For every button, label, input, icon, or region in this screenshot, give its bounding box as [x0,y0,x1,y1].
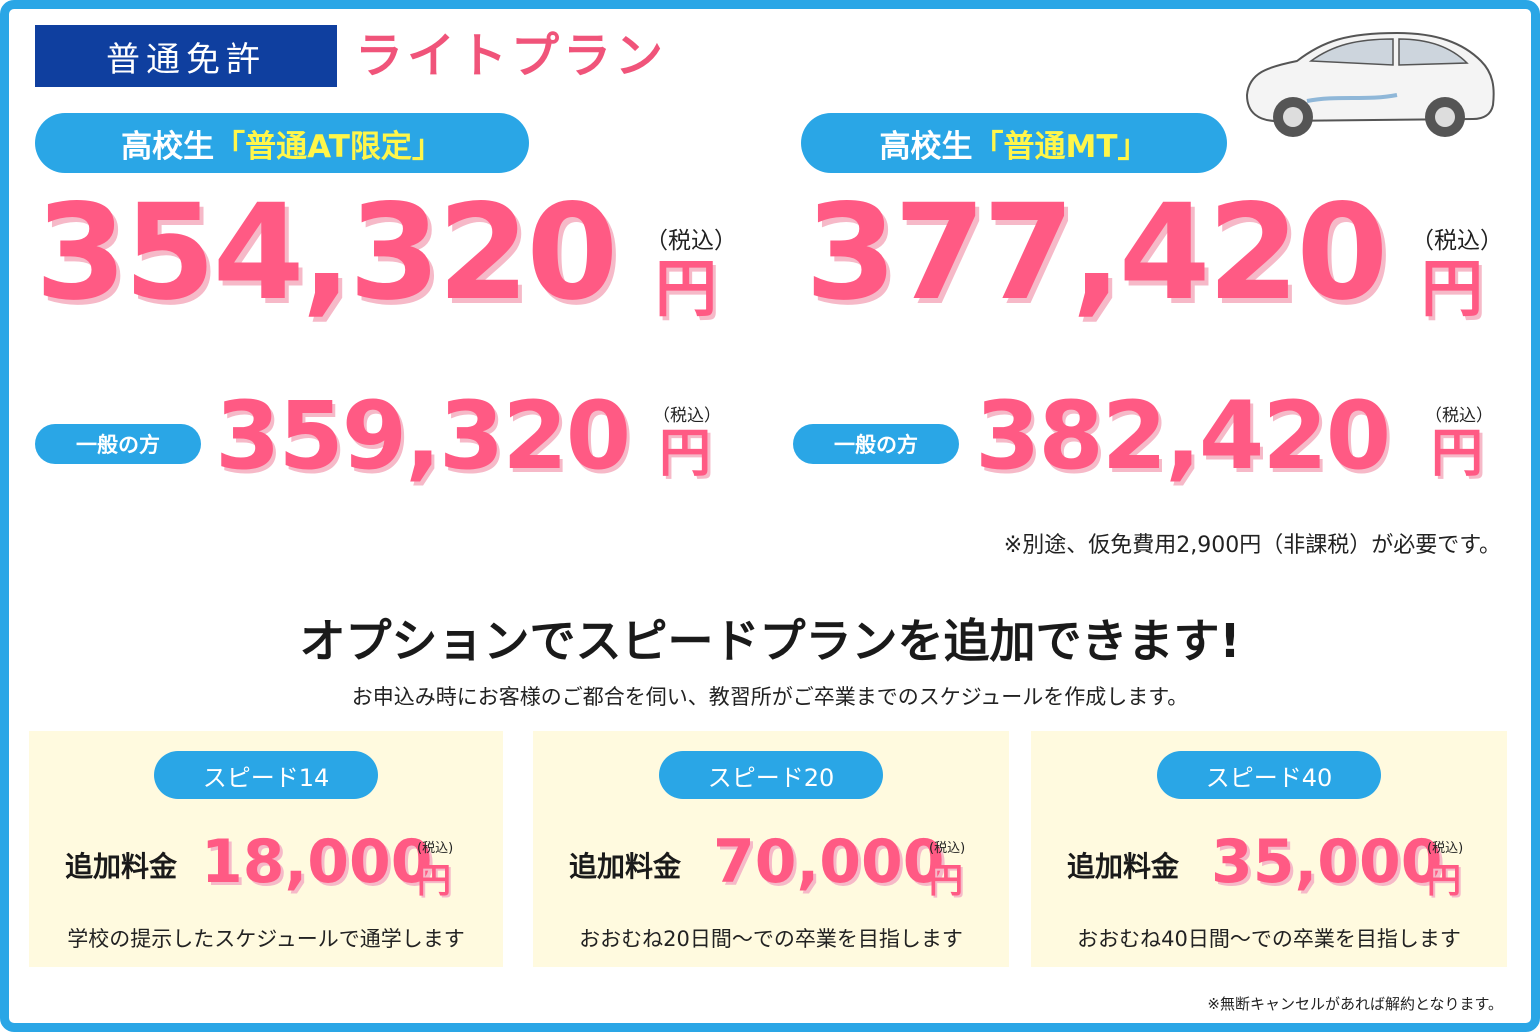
speed-plan-description: おおむね20日間～での卒業を目指します [579,927,963,951]
yen-mark: 円 [659,424,712,484]
general-at-label: 一般の方 [35,424,201,464]
license-label: 普通免許 [35,25,337,87]
general-mt-price: 382,420 [975,382,1391,491]
fee-label: 追加料金 [65,850,178,883]
tax-note: (税込) [417,841,454,856]
yen-mark: 円 [417,861,451,901]
mt-type: 「普通MT」 [972,128,1149,165]
speed-plan-name: スピード40 [1157,751,1381,799]
yen-mark: 円 [655,252,718,325]
option-subtext: お申込み時にお客様のご都合を伺い、教習所がご卒業までのスケジュールを作成します。 [351,685,1189,709]
speed-plan-name: スピード14 [154,751,378,799]
speed-plan-description: 学校の提示したスケジュールで通学します [67,927,465,951]
tax-note: (税込) [1427,841,1464,856]
highschool-mt-price: 377,420 [805,176,1388,330]
highschool-prefix: 高校生 [121,128,215,165]
yen-mark: 円 [929,861,963,901]
tax-note: （税込） [1425,406,1493,426]
speed-plan-card: スピード20 追加料金 70,000 (税込) 円 おおむね20日間～での卒業を… [533,731,1009,967]
speed-plan-description: おおむね40日間～での卒業を目指します [1077,927,1461,951]
yen-mark: 円 [1431,424,1484,484]
fee-value: 35,000 [1211,827,1443,897]
provisional-fee-note: ※別途、仮免費用2,900円（非課税）が必要です。 [1003,533,1501,558]
general-at-price: 359,320 [215,382,631,491]
tax-note: （税込） [645,228,737,254]
tax-note: （税込） [1411,228,1503,254]
cancellation-note: ※無断キャンセルがあれば解約となります。 [1207,995,1503,1013]
general-mt-label: 一般の方 [793,424,959,464]
car-icon [1245,31,1495,137]
highschool-mt-label: 高校生 「普通MT」 [801,113,1227,173]
fee-value: 18,000 [201,827,433,897]
fee-label: 追加料金 [569,850,682,883]
yen-mark: 円 [1427,861,1461,901]
fee-value: 70,000 [713,827,945,897]
highschool-at-label: 高校生 「普通AT限定」 [35,113,529,173]
yen-mark: 円 [1421,252,1484,325]
tax-note: (税込) [929,841,966,856]
speed-plan-card: スピード14 追加料金 18,000 (税込) 円 学校の提示したスケジュールで… [29,731,503,967]
highschool-at-price: 354,320 [35,176,618,330]
speed-plan-name: スピード20 [659,751,883,799]
tax-note: （税込） [653,406,721,426]
fee-label: 追加料金 [1067,850,1180,883]
speed-plan-card: スピード40 追加料金 35,000 (税込) 円 おおむね40日間～での卒業を… [1031,731,1507,967]
at-type: 「普通AT限定」 [214,128,443,165]
option-heading: オプションでスピードプランを追加できます! [299,614,1241,668]
plan-title: ライトプラン [355,28,668,84]
highschool-prefix: 高校生 [879,128,973,165]
